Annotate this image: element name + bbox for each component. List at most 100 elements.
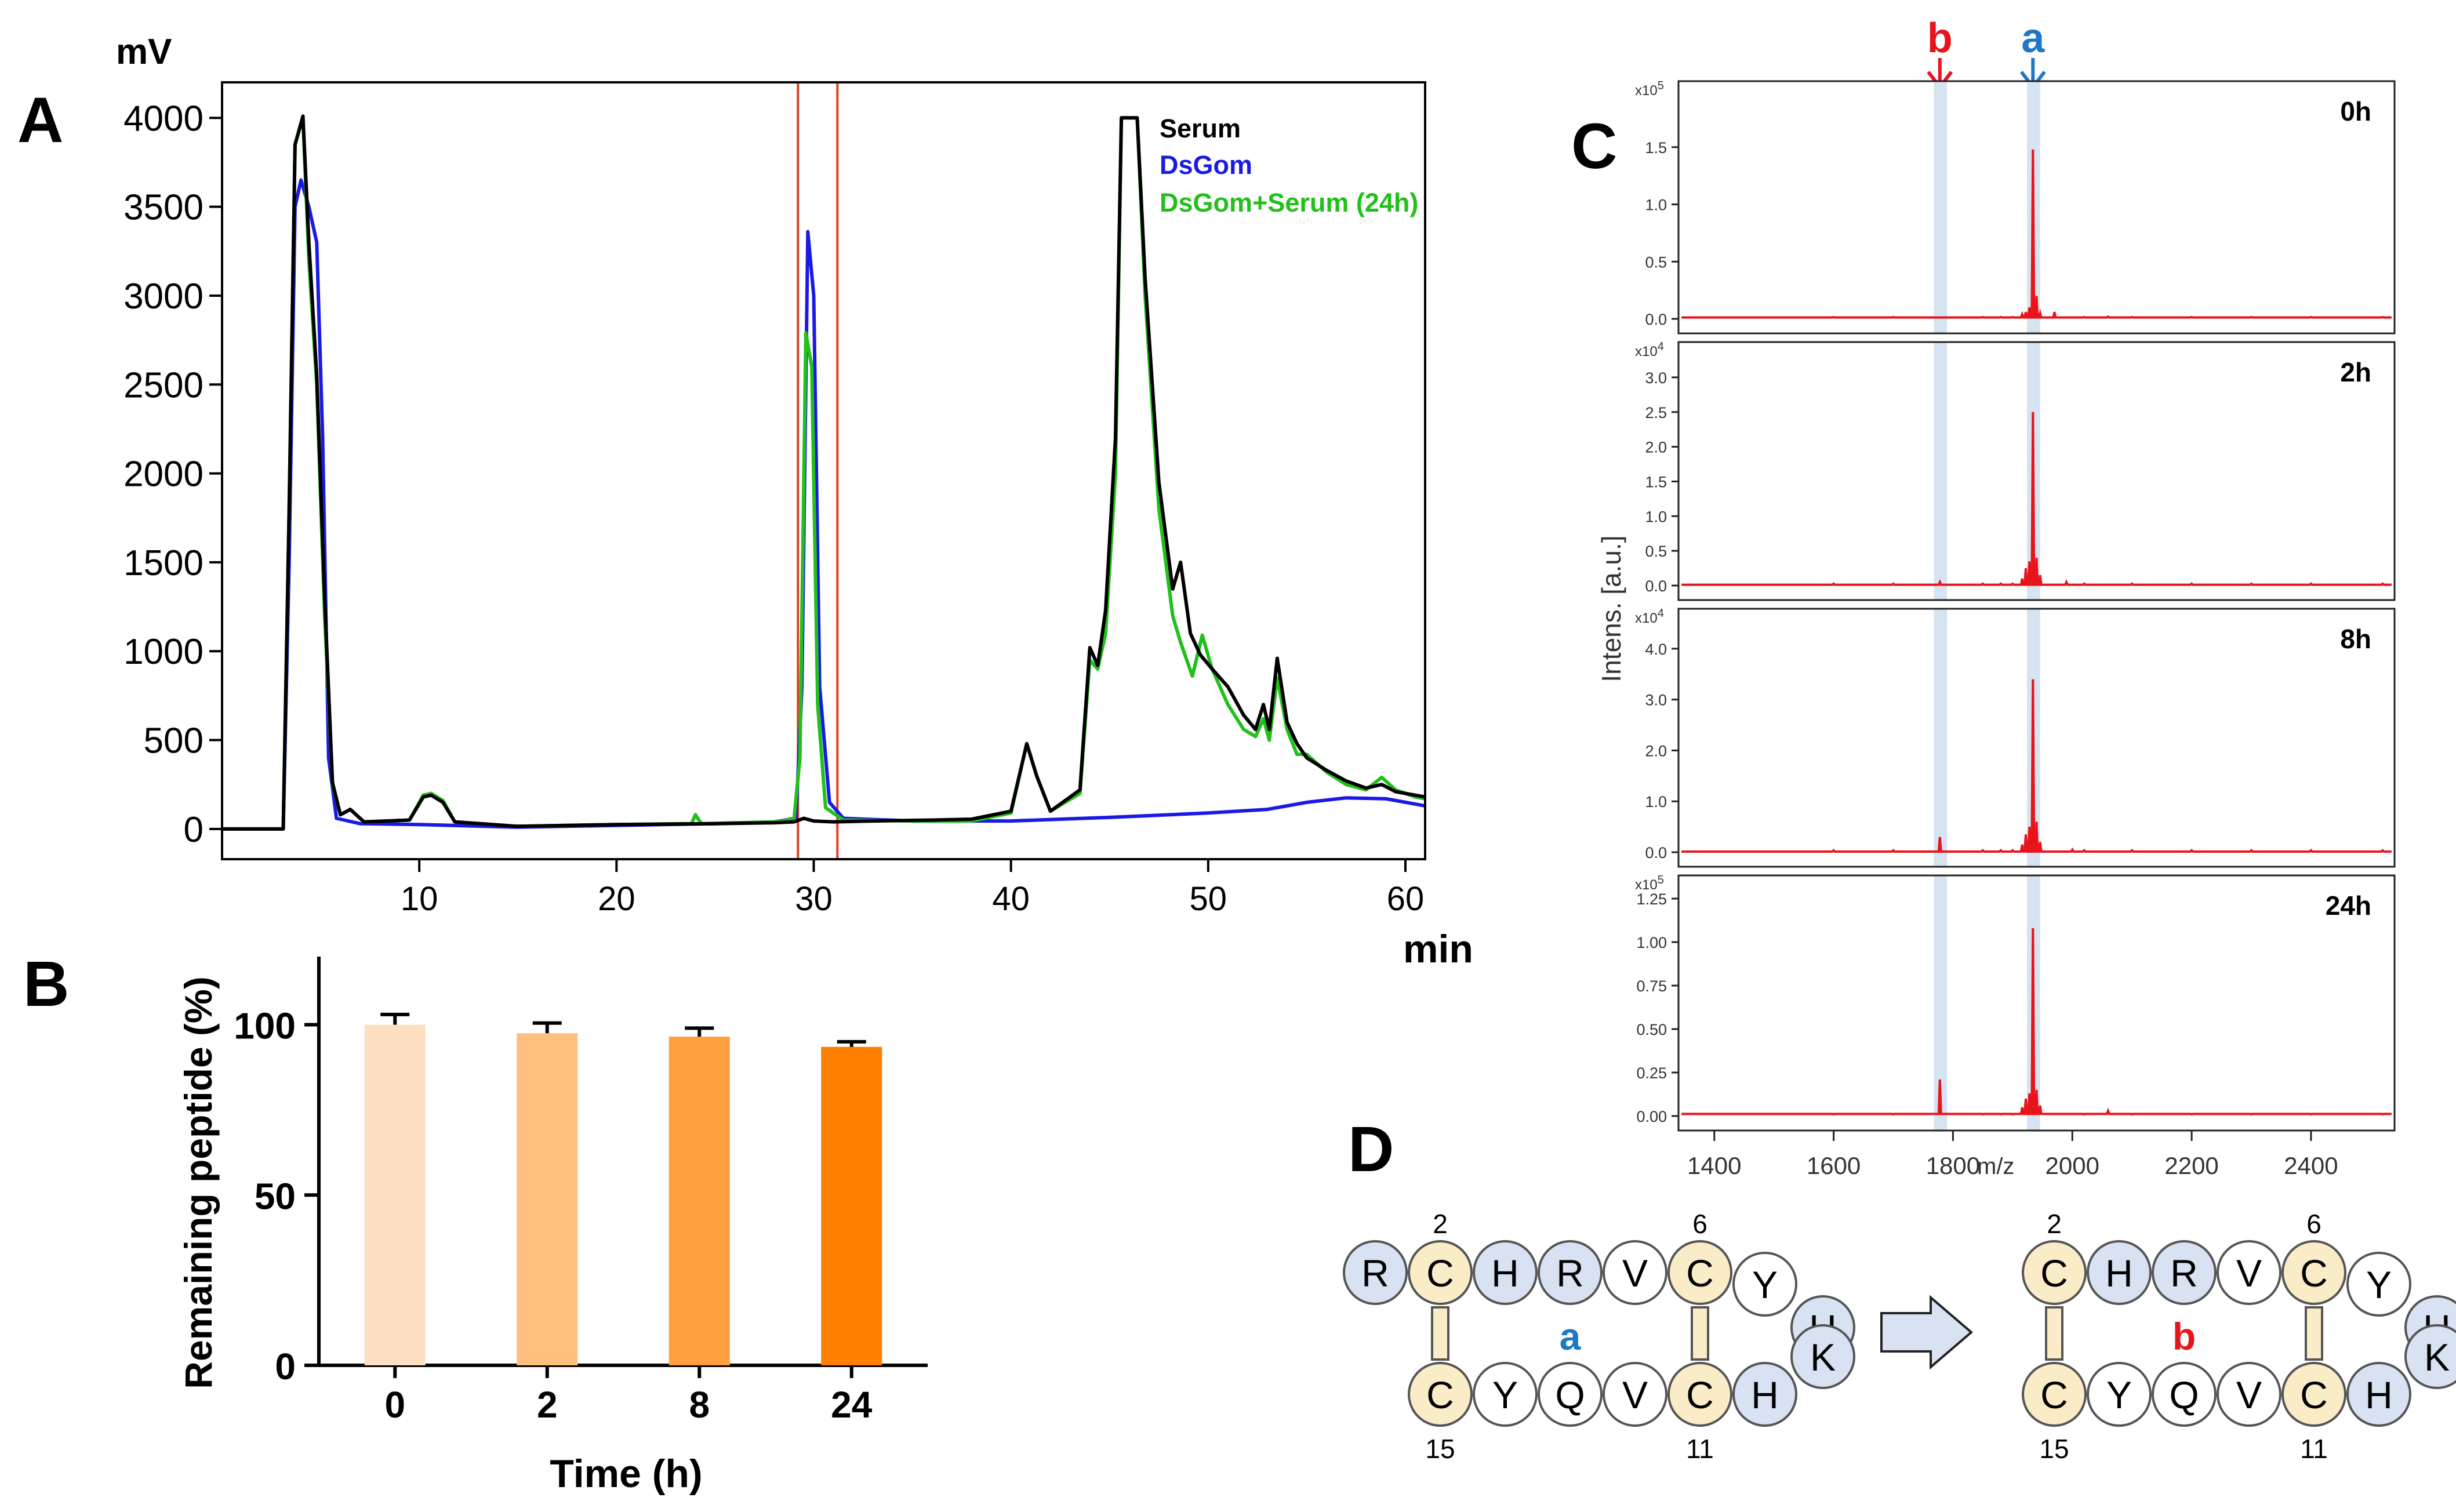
residue-R: R (2170, 1252, 2198, 1295)
residue-C: C (2300, 1252, 2328, 1295)
scale-exponent: 5 (1658, 79, 1664, 92)
residue-circle (1732, 1362, 1797, 1427)
spectrum-trace (1681, 928, 2392, 1115)
time-label: 8h (2340, 624, 2371, 654)
chart-c-x-axis: 1400 1600 1800 2000 2200 2400 (1687, 1131, 2338, 1179)
residue-circle (2346, 1362, 2411, 1427)
residue-circle (2152, 1362, 2217, 1427)
residue-circle (2404, 1324, 2456, 1389)
bar-2h (517, 1033, 578, 1365)
residue-H: H (1491, 1252, 1519, 1295)
residue-circle (2281, 1362, 2346, 1427)
position-11: 11 (1686, 1434, 1714, 1464)
residue-circle (1603, 1362, 1667, 1427)
spectrum-trace (1681, 412, 2392, 586)
y-tick-label: 1.0 (1645, 197, 1667, 214)
residue-H: H (2365, 1373, 2393, 1416)
residue-C: C (2300, 1373, 2328, 1416)
spectrum-2h: 0.0 0.5 1.0 1.5 2.0 2.5 3.0 x104 2h (1635, 340, 2396, 601)
y-tick-label: 0.0 (1645, 577, 1667, 595)
y-tick-label: 2000 (123, 455, 204, 495)
chart-a-ylabel: mV (116, 32, 172, 72)
spectrum-frame (1677, 341, 2396, 601)
disulfide-bond (1691, 1306, 1709, 1361)
residue-circle (1790, 1324, 1855, 1389)
disulfide-bond (1431, 1306, 1449, 1361)
time-label: 0h (2340, 96, 2371, 126)
y-tick-label: 1.00 (1636, 934, 1667, 951)
highlight-band (1934, 342, 1948, 600)
chart-c-subplots: 0.0 0.5 1.0 1.5 x105 0h 0.0 0.5 1.0 1.5 2.0 2.5 3.0 x… (1635, 79, 2396, 1132)
residue-circle (1603, 1240, 1667, 1305)
center-label: b (2172, 1315, 2196, 1358)
residue-Y: Y (1752, 1263, 1778, 1306)
residue-C: C (1426, 1252, 1454, 1295)
residue-K: K (1810, 1336, 1836, 1379)
residue-C: C (2040, 1252, 2068, 1295)
position-15: 15 (2039, 1434, 2069, 1464)
y-tick-label: 100 (234, 1005, 296, 1047)
residue-V: V (1622, 1252, 1648, 1295)
y-tick-label: 0.00 (1636, 1108, 1667, 1125)
chart-b-bars: 0 2 8 24 (364, 1012, 882, 1426)
x-tick-label: 40 (992, 880, 1030, 918)
y-tick-label: 2.0 (1645, 439, 1667, 456)
residue-H: H (2105, 1252, 2133, 1295)
position-2: 2 (1433, 1209, 1448, 1239)
y-tick-label: 0 (184, 810, 204, 850)
residue-circle (1408, 1240, 1473, 1305)
scale-exponent: 5 (1658, 874, 1664, 886)
peak-marker-b: b (1927, 15, 1953, 61)
disulfide-bond (2305, 1306, 2323, 1361)
series-serum (222, 114, 1425, 831)
y-tick-label: 3000 (123, 277, 204, 317)
y-tick-label: 4.0 (1645, 641, 1667, 658)
residue-Q: Q (1555, 1373, 1585, 1416)
residue-circle (2281, 1240, 2346, 1305)
spectrum-trace (1681, 149, 2392, 319)
panel-label-c: C (1571, 111, 1617, 182)
residue-Q: Q (2169, 1373, 2199, 1416)
x-tick-label: 2400 (2284, 1152, 2338, 1179)
residue-circle (2022, 1362, 2087, 1427)
bar-0h (364, 1024, 426, 1365)
residue-circle (2152, 1240, 2217, 1305)
y-tick-label: 0.5 (1645, 253, 1667, 271)
y-tick-label: 2.5 (1645, 404, 1667, 421)
x-tick-label: 1800 (1926, 1152, 1980, 1179)
spectrum-frame (1677, 608, 2396, 868)
residue-circle (2217, 1362, 2281, 1427)
y-tick-label: 1000 (123, 632, 204, 672)
y-tick-label: 0.50 (1636, 1021, 1667, 1038)
residue-Y: Y (1492, 1373, 1518, 1416)
residue-C: C (1426, 1373, 1454, 1416)
chart-a-y-axis: 0 500 1000 1500 2000 2500 3000 3500 4000 (123, 99, 222, 850)
position-11: 11 (2300, 1434, 2328, 1464)
residue-Y: Y (2366, 1263, 2392, 1306)
position-6: 6 (1692, 1209, 1707, 1239)
y-tick-label: 2500 (123, 365, 204, 405)
panel-label-d: D (1348, 1114, 1394, 1185)
legend-serum: Serum (1160, 114, 1241, 143)
residue-circle (2217, 1240, 2281, 1305)
chart-c-ylabel: Intens. [a.u.] (1596, 535, 1626, 682)
peptide-structure-a: RCHRVCYCYQVCHHK261511a (1343, 1209, 1855, 1464)
bar-24h (821, 1046, 882, 1365)
residue-R: R (1556, 1252, 1584, 1295)
chart-c-xlabel: m/z (1977, 1154, 2014, 1179)
y-tick-label: 1500 (123, 543, 204, 583)
x-tick-label: 2000 (2046, 1152, 2099, 1179)
x-tick-label: 30 (795, 880, 833, 918)
residue-circle (1408, 1362, 1473, 1427)
residue-circle (1732, 1252, 1797, 1317)
chart-a-cut-lines (797, 82, 839, 859)
residue-circle (2087, 1240, 2152, 1305)
y-tick-label: 0.0 (1645, 844, 1667, 862)
x-tick-label: 0 (384, 1384, 405, 1426)
x-tick-label: 50 (1190, 880, 1227, 918)
chart-b-xlabel: Time (h) (550, 1452, 702, 1496)
y-tick-label: 0.25 (1636, 1064, 1667, 1082)
highlight-band (1934, 81, 1948, 333)
y-tick-label: 0.75 (1636, 977, 1667, 995)
